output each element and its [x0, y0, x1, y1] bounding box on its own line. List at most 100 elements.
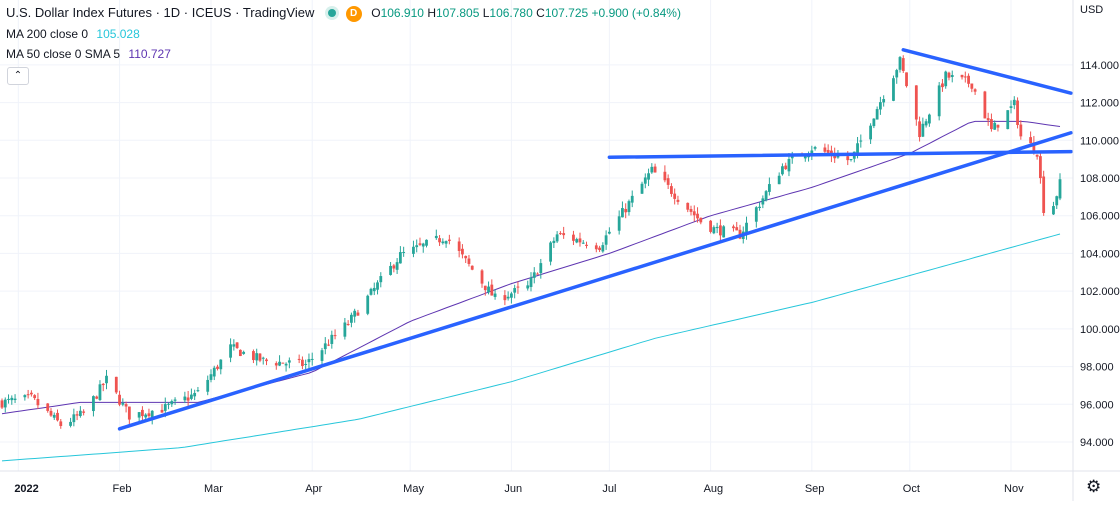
candle — [415, 239, 419, 253]
candle — [310, 352, 314, 366]
gear-icon[interactable]: ⚙ — [1086, 477, 1102, 496]
candle — [993, 120, 997, 130]
candle — [421, 242, 425, 253]
candle — [905, 72, 908, 88]
ma50-value: 110.727 — [128, 47, 171, 61]
candle — [114, 376, 118, 395]
candle — [696, 207, 699, 223]
candle — [996, 124, 1000, 132]
candle — [718, 219, 722, 241]
ma50-legend[interactable]: MA 50 close 0 SMA 5 110.727 — [6, 47, 171, 61]
interval[interactable]: 1D — [163, 5, 181, 20]
candle — [663, 165, 667, 183]
candle — [0, 398, 4, 409]
candle — [23, 394, 27, 401]
candle — [444, 240, 448, 248]
trendline — [901, 48, 1073, 95]
candle — [849, 159, 853, 162]
candle — [1055, 195, 1059, 210]
candle — [950, 70, 954, 83]
ma50-line — [1, 120, 1061, 415]
candle — [607, 227, 611, 235]
currency-label[interactable]: USD — [1080, 4, 1104, 16]
candle — [673, 188, 677, 205]
candle — [1009, 100, 1013, 114]
candle — [624, 203, 628, 219]
x-tick-label: Mar — [204, 483, 223, 495]
candle — [101, 382, 105, 392]
candle — [261, 356, 265, 365]
candle — [464, 255, 468, 264]
candle — [304, 359, 308, 370]
exchange: ICEUS — [191, 5, 232, 20]
ma200-value: 105.028 — [96, 27, 140, 41]
candle — [787, 153, 791, 177]
candle — [653, 163, 657, 173]
candle — [823, 143, 827, 155]
candle — [369, 287, 373, 296]
candle — [754, 206, 758, 228]
chart-header: U.S. Dollar Index Futures · 1D · ICEUS ·… — [6, 5, 681, 22]
candle — [686, 202, 690, 213]
candle — [487, 281, 490, 295]
candle — [918, 116, 921, 142]
candle — [529, 272, 533, 292]
candle — [709, 220, 712, 234]
candle — [552, 237, 556, 249]
y-tick-label: 112.000 — [1080, 98, 1119, 110]
candle — [281, 362, 285, 364]
candle — [127, 406, 131, 426]
candle — [513, 284, 517, 299]
candle — [105, 369, 108, 390]
candle — [732, 224, 735, 232]
x-tick-label: Oct — [903, 483, 920, 495]
candle — [418, 237, 422, 247]
candle — [598, 245, 601, 253]
candle — [892, 75, 895, 102]
candle — [95, 395, 99, 400]
symbol-name[interactable]: U.S. Dollar Index Futures — [6, 5, 152, 20]
y-tick-label: 104.000 — [1080, 248, 1120, 260]
candle — [69, 417, 72, 428]
candle — [921, 117, 925, 138]
candle — [425, 239, 428, 248]
candle — [323, 337, 327, 355]
candle — [258, 353, 262, 363]
candle — [398, 246, 402, 264]
ma200-legend[interactable]: MA 200 close 0 105.028 — [6, 27, 140, 41]
candle — [447, 234, 451, 245]
chevron-up-icon[interactable]: ⌃ — [7, 67, 29, 85]
candle — [813, 145, 817, 151]
candle — [10, 395, 14, 405]
candle — [124, 401, 128, 413]
candle — [330, 330, 334, 349]
candle — [650, 163, 654, 174]
candle — [666, 174, 670, 190]
candle — [895, 68, 899, 84]
x-tick-label: Sep — [805, 483, 825, 495]
candle — [287, 357, 291, 369]
candle — [539, 258, 543, 279]
candle — [572, 230, 575, 246]
candle — [1039, 153, 1042, 184]
candle — [630, 190, 634, 208]
candle — [526, 280, 530, 291]
candle — [29, 390, 33, 397]
candle — [558, 231, 562, 236]
y-tick-label: 102.000 — [1080, 286, 1120, 298]
delayed-badge[interactable]: D — [345, 5, 362, 22]
candle — [676, 195, 680, 205]
candle — [777, 172, 781, 185]
open-value: 106.910 — [380, 6, 424, 20]
candle — [3, 397, 7, 413]
candle — [7, 394, 10, 404]
candle — [536, 272, 539, 275]
candle — [872, 118, 876, 129]
market-status-icon[interactable] — [327, 8, 336, 17]
x-tick-label: Nov — [1004, 483, 1024, 495]
candle — [52, 412, 56, 420]
candle — [366, 294, 370, 316]
